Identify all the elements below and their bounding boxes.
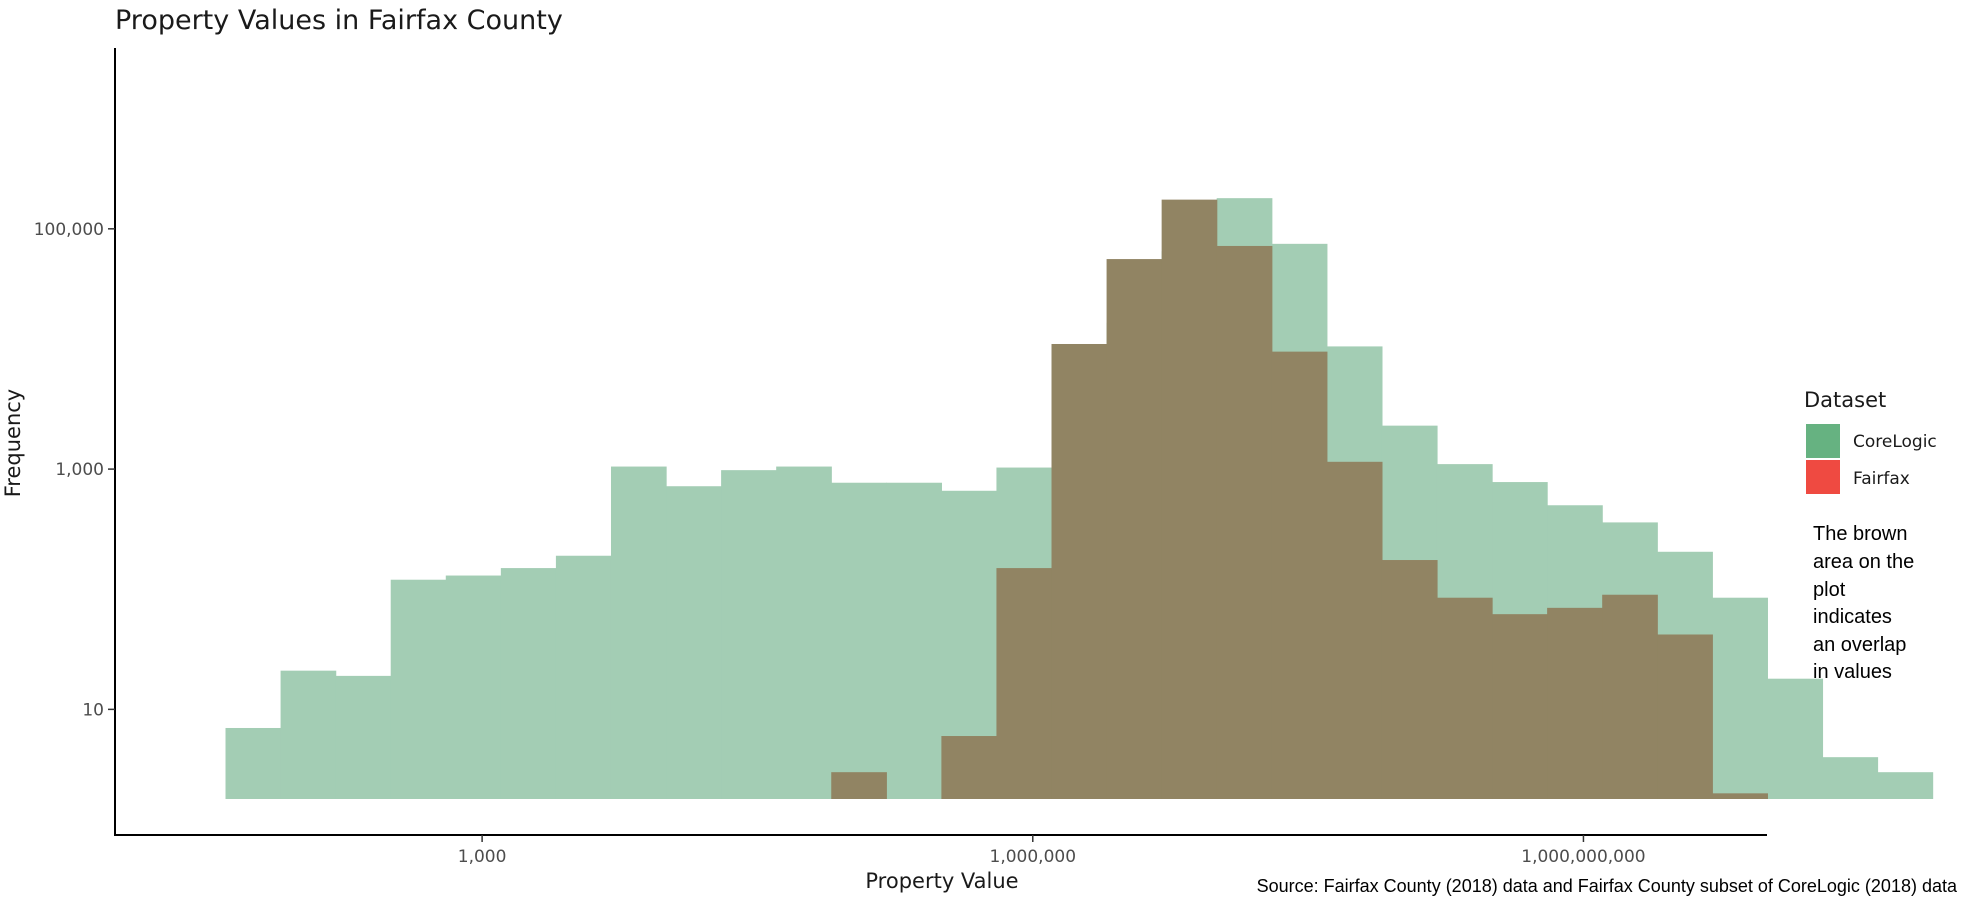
corelogic-bar-30 — [1877, 772, 1934, 799]
corelogic-bar-3 — [390, 579, 447, 799]
fairfax-bar-26 — [1657, 634, 1713, 799]
corelogic-bar-11 — [831, 482, 887, 799]
overlap-annotation: The brown area on the plot indicates an … — [1813, 523, 1914, 683]
corelogic-bar-28 — [1767, 678, 1824, 799]
annotation-line-3: plot — [1813, 579, 1846, 601]
legend-label-fairfax: Fairfax — [1853, 469, 1910, 489]
annotation-line-1: The brown — [1813, 523, 1908, 545]
fairfax-bar-13 — [941, 736, 998, 799]
corelogic-bar-6 — [555, 555, 612, 799]
y-tick-label-1: 1,000 — [55, 460, 104, 480]
fairfax-bar-19 — [1271, 351, 1328, 799]
legend-swatch-fairfax — [1806, 460, 1840, 494]
fairfax-bar-20 — [1326, 461, 1383, 799]
corelogic-bar-8 — [666, 486, 722, 799]
source-caption: Source: Fairfax County (2018) data and F… — [1257, 876, 1958, 896]
fairfax-bar-15 — [1051, 343, 1108, 799]
legend-swatch-corelogic — [1806, 424, 1840, 458]
x-tick-label-0: 1,000 — [458, 847, 507, 867]
annotation-line-2: area on the — [1813, 551, 1914, 573]
corelogic-bar-27 — [1712, 597, 1768, 799]
fairfax-bar-21 — [1381, 560, 1438, 799]
corelogic-bar-7 — [610, 466, 667, 799]
chart-title: Property Values in Fairfax County — [115, 5, 563, 36]
corelogic-bar-29 — [1822, 757, 1879, 799]
fairfax-bars — [831, 199, 1768, 799]
fairfax-bar-11 — [831, 772, 887, 799]
y-axis-title: Frequency — [1, 389, 25, 498]
fairfax-bar-25 — [1602, 594, 1658, 799]
fairfax-bar-22 — [1436, 597, 1493, 799]
legend-label-corelogic: CoreLogic — [1853, 432, 1937, 452]
x-tick-label-1: 1,000,000 — [990, 847, 1077, 867]
corelogic-bar-0 — [225, 727, 282, 799]
x-tick-label-2: 1,000,000,000 — [1521, 847, 1645, 867]
fairfax-bar-27 — [1712, 793, 1768, 799]
fairfax-bar-17 — [1161, 199, 1218, 799]
corelogic-bar-5 — [500, 568, 557, 799]
legend: Dataset CoreLogic Fairfax — [1804, 388, 1937, 494]
legend-title: Dataset — [1804, 388, 1886, 412]
y-axis-ticks: 10 1,000 100,000 — [34, 220, 115, 720]
annotation-line-4: indicates — [1813, 606, 1892, 628]
fairfax-bar-18 — [1216, 245, 1273, 799]
fairfax-bar-23 — [1492, 614, 1548, 799]
fairfax-bar-14 — [996, 568, 1053, 799]
corelogic-bar-4 — [445, 575, 502, 799]
corelogic-bar-12 — [886, 482, 942, 799]
corelogic-bar-1 — [280, 670, 337, 799]
annotation-line-6: in values — [1813, 661, 1892, 683]
corelogic-bar-2 — [335, 675, 392, 799]
fairfax-bar-24 — [1547, 607, 1603, 799]
corelogic-bar-10 — [776, 466, 832, 799]
y-tick-label-0: 10 — [82, 700, 104, 720]
corelogic-bar-9 — [721, 470, 777, 799]
annotation-line-5: an overlap — [1813, 634, 1906, 656]
fairfax-bar-16 — [1106, 259, 1163, 799]
x-axis-ticks: 1,000 1,000,000 1,000,000,000 — [458, 835, 1646, 867]
x-axis-title: Property Value — [865, 869, 1018, 893]
y-tick-label-2: 100,000 — [34, 220, 104, 240]
